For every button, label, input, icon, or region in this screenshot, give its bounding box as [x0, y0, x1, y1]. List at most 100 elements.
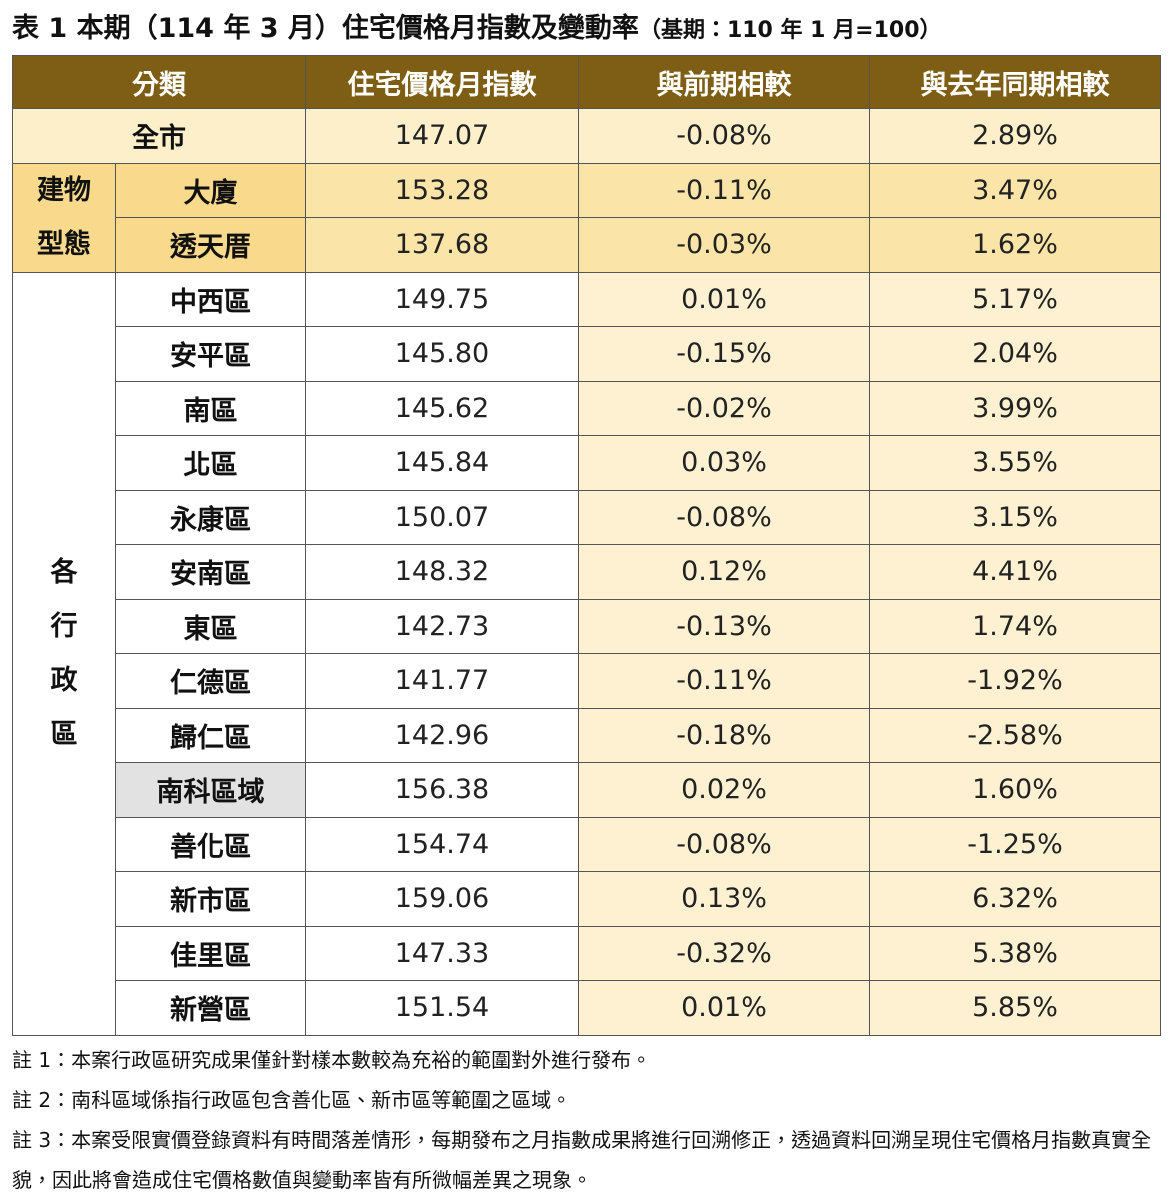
group-text: 各行政區 — [50, 556, 78, 750]
table-row: 新市區 159.06 0.13% 6.32% — [13, 871, 1161, 927]
row-label: 南區 — [115, 380, 306, 436]
index-value: 154.74 — [305, 816, 579, 872]
row-label: 透天厝 — [115, 217, 306, 273]
table-row: 佳里區 147.33 -0.32% 5.38% — [13, 925, 1161, 981]
yoy-change: 5.85% — [869, 980, 1161, 1036]
row-label: 大廈 — [115, 162, 306, 218]
row-label: 安南區 — [115, 544, 306, 600]
header-cell: 與前期相較 — [578, 55, 870, 109]
index-value: 145.84 — [305, 435, 579, 491]
header-cell: 與去年同期相較 — [869, 55, 1161, 109]
mom-change: -0.15% — [578, 326, 870, 382]
yoy-change: 2.89% — [869, 108, 1161, 164]
mom-change: 0.12% — [578, 544, 870, 600]
title-sub: （基期：110 年 1 月=100） — [638, 18, 942, 43]
yoy-change: 1.62% — [869, 217, 1161, 273]
mom-change: 0.03% — [578, 435, 870, 491]
row-label: 東區 — [115, 598, 306, 654]
table-row: 新營區 151.54 0.01% 5.85% — [13, 980, 1161, 1036]
yoy-change: 5.17% — [869, 271, 1161, 327]
group-label: 各行政區 — [12, 271, 116, 1036]
yoy-change: 3.99% — [869, 380, 1161, 436]
index-value: 151.54 — [305, 980, 579, 1036]
header-cell: 分類 — [12, 55, 306, 109]
table-row: 全市 147.07 -0.08% 2.89% — [12, 108, 1161, 164]
header-cell: 住宅價格月指數 — [305, 55, 579, 109]
row-label: 歸仁區 — [115, 707, 306, 763]
table-row: 透天厝 137.68 -0.03% 1.62% — [13, 217, 1161, 273]
index-value: 145.62 — [305, 380, 579, 436]
title: 表 1 本期（114 年 3 月）住宅價格月指數及變動率（基期：110 年 1 … — [12, 6, 942, 45]
mom-change: -0.08% — [578, 108, 870, 164]
table-row: 東區 142.73 -0.13% 1.74% — [13, 598, 1161, 654]
row-label: 永康區 — [115, 489, 306, 545]
row-label: 南科區域 — [115, 762, 306, 818]
table-row: 北區 145.84 0.03% 3.55% — [13, 435, 1161, 491]
index-value: 148.32 — [305, 544, 579, 600]
row-label: 新市區 — [115, 871, 306, 927]
index-value: 145.80 — [305, 326, 579, 382]
table-row: 仁德區 141.77 -0.11% -1.92% — [13, 653, 1161, 709]
mom-change: -0.08% — [578, 816, 870, 872]
yoy-change: -1.25% — [869, 816, 1161, 872]
table-row: 善化區 154.74 -0.08% -1.25% — [13, 816, 1161, 872]
yoy-change: -2.58% — [869, 707, 1161, 763]
row-label: 仁德區 — [115, 653, 306, 709]
mom-change: -0.32% — [578, 925, 870, 981]
index-value: 141.77 — [305, 653, 579, 709]
yoy-change: 3.15% — [869, 489, 1161, 545]
yoy-change: 1.60% — [869, 762, 1161, 818]
mom-change: -0.02% — [578, 380, 870, 436]
title-main: 表 1 本期（114 年 3 月）住宅價格月指數及變動率 — [12, 13, 639, 44]
table-body: 全市 147.07 -0.08% 2.89% 建物型態 大廈 153.28 -0.11% 3.4… — [12, 108, 1161, 1036]
index-table: 分類 住宅價格月指數 與前期相較 與去年同期相較 全市 147.07 -0.08% 2… — [12, 55, 1161, 1036]
yoy-change: 2.04% — [869, 326, 1161, 382]
index-value: 159.06 — [305, 871, 579, 927]
index-value: 142.73 — [305, 598, 579, 654]
note: 註 1：本案行政區研究成果僅針對樣本數較為充裕的範圍對外進行發布。 — [12, 1048, 652, 1072]
row-label: 安平區 — [115, 326, 306, 382]
yoy-change: -1.92% — [869, 653, 1161, 709]
table-row: 南科區域 156.38 0.02% 1.60% — [13, 762, 1161, 818]
group-text: 建物型態 — [37, 174, 91, 260]
mom-change: -0.11% — [578, 653, 870, 709]
index-value: 142.96 — [305, 707, 579, 763]
index-value: 149.75 — [305, 271, 579, 327]
table-row: 建物型態 大廈 153.28 -0.11% 3.47% — [12, 162, 1161, 273]
mom-change: -0.13% — [578, 598, 870, 654]
row-label: 新營區 — [115, 980, 306, 1036]
mom-change: 0.01% — [578, 980, 870, 1036]
index-value: 153.28 — [305, 162, 579, 218]
table-row: 南區 145.62 -0.02% 3.99% — [13, 380, 1161, 436]
row-label: 佳里區 — [115, 925, 306, 981]
row-label: 善化區 — [115, 816, 306, 872]
table-row: 永康區 150.07 -0.08% 3.15% — [13, 489, 1161, 545]
index-value: 156.38 — [305, 762, 579, 818]
yoy-change: 5.38% — [869, 925, 1161, 981]
table-row: 歸仁區 142.96 -0.18% -2.58% — [13, 707, 1161, 763]
row-label: 北區 — [115, 435, 306, 491]
table-row: 安南區 148.32 0.12% 4.41% — [13, 544, 1161, 600]
mom-change: -0.03% — [578, 217, 870, 273]
notes: 註 1：本案行政區研究成果僅針對樣本數較為充裕的範圍對外進行發布。註 2：南科區… — [12, 1040, 1162, 1200]
yoy-change: 1.74% — [869, 598, 1161, 654]
yoy-change: 4.41% — [869, 544, 1161, 600]
mom-change: 0.01% — [578, 271, 870, 327]
mom-change: 0.02% — [578, 762, 870, 818]
mom-change: -0.18% — [578, 707, 870, 763]
row-label: 中西區 — [115, 271, 306, 327]
yoy-change: 3.55% — [869, 435, 1161, 491]
index-value: 150.07 — [305, 489, 579, 545]
header-row: 分類 住宅價格月指數 與前期相較 與去年同期相較 — [12, 55, 1161, 109]
mom-change: 0.13% — [578, 871, 870, 927]
table-row: 安平區 145.80 -0.15% 2.04% — [13, 326, 1161, 382]
mom-change: -0.11% — [578, 162, 870, 218]
yoy-change: 3.47% — [869, 162, 1161, 218]
table-row: 各行政區 中西區 149.75 0.01% 5.17% — [12, 271, 1161, 1036]
index-value: 147.33 — [305, 925, 579, 981]
yoy-change: 6.32% — [869, 871, 1161, 927]
group-label: 建物型態 — [12, 162, 116, 273]
index-value: 147.07 — [305, 108, 579, 164]
